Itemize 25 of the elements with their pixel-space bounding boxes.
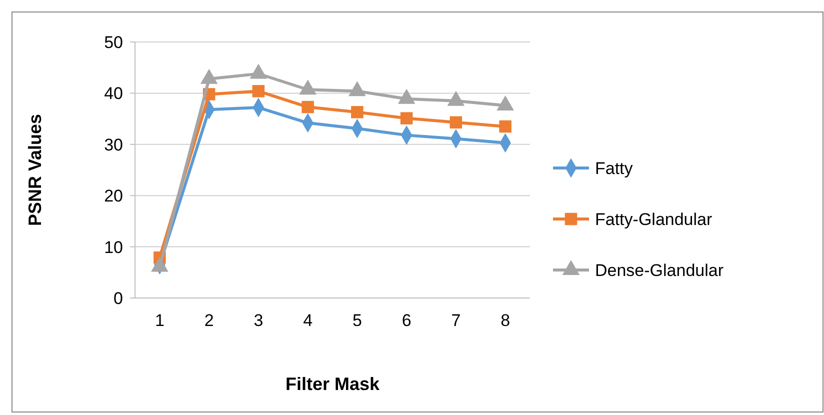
point: [252, 85, 265, 98]
point: [450, 116, 462, 129]
point: [499, 120, 512, 133]
x-tick-label: 6: [402, 311, 412, 330]
x-tick-label: 7: [451, 311, 461, 330]
y-tick-label: 30: [104, 135, 123, 154]
legend-label: Fatty-Glandular: [595, 210, 712, 229]
legend-label: Dense-Glandular: [595, 260, 724, 280]
y-tick-label: 20: [104, 186, 123, 206]
y-tick-label: 0: [114, 288, 123, 308]
x-tick-label: 1: [154, 311, 164, 330]
y-tick-label: 50: [104, 32, 123, 52]
y-tick-label: 40: [104, 84, 123, 104]
x-tick-label: 5: [352, 311, 362, 330]
point: [351, 106, 364, 118]
x-tick-label: 4: [303, 311, 313, 330]
x-axis-title: Filter Mask: [285, 374, 380, 394]
point: [302, 100, 314, 114]
y-axis-title: PSNR Values: [25, 114, 45, 226]
x-tick-label: 8: [500, 311, 510, 330]
y-tick-label: 10: [104, 238, 123, 257]
x-tick-label: 2: [204, 311, 214, 330]
legend-label: Fatty: [595, 158, 634, 178]
point: [400, 112, 413, 124]
x-tick-label: 3: [254, 311, 264, 330]
